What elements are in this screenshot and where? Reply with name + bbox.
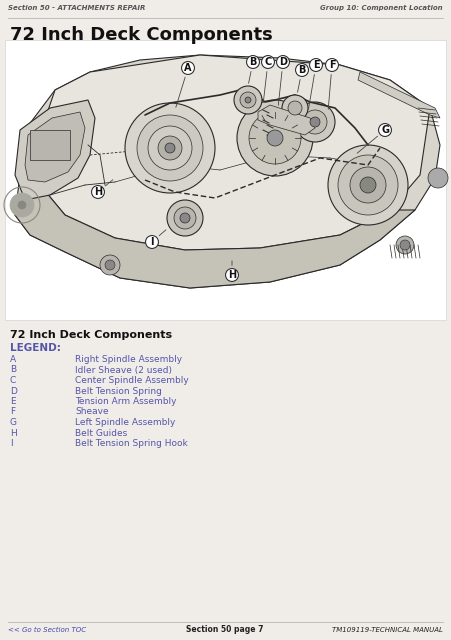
Circle shape [328, 145, 408, 225]
Text: H: H [94, 180, 113, 197]
Circle shape [240, 92, 256, 108]
Text: E: E [308, 60, 319, 109]
Text: Belt Guides: Belt Guides [75, 429, 127, 438]
Circle shape [105, 260, 115, 270]
Text: Center Spindle Assembly: Center Spindle Assembly [75, 376, 189, 385]
Text: LEGEND:: LEGEND: [10, 343, 61, 353]
Text: Belt Tension Spring Hook: Belt Tension Spring Hook [75, 439, 188, 448]
Text: Tension Arm Assembly: Tension Arm Assembly [75, 397, 176, 406]
Circle shape [396, 236, 414, 254]
Circle shape [167, 200, 203, 236]
Text: Section 50 - ATTACHMENTS REPAIR: Section 50 - ATTACHMENTS REPAIR [8, 5, 145, 11]
Circle shape [234, 86, 262, 114]
Circle shape [303, 110, 327, 134]
Text: Section 50 page 7: Section 50 page 7 [186, 625, 264, 634]
Text: << Go to Section TOC: << Go to Section TOC [8, 627, 86, 633]
Circle shape [174, 207, 196, 229]
Circle shape [310, 117, 320, 127]
Text: C: C [263, 57, 272, 102]
Circle shape [237, 100, 313, 176]
Circle shape [180, 213, 190, 223]
Text: G: G [357, 125, 389, 153]
Text: Right Spindle Assembly: Right Spindle Assembly [75, 355, 182, 364]
Text: Sheave: Sheave [75, 408, 109, 417]
Circle shape [165, 143, 175, 153]
Circle shape [125, 103, 215, 193]
Circle shape [148, 126, 192, 170]
Circle shape [267, 130, 283, 146]
Text: I: I [10, 439, 13, 448]
Polygon shape [15, 100, 95, 200]
Bar [30, 130, 70, 160]
Polygon shape [15, 185, 415, 288]
Circle shape [18, 201, 26, 209]
Text: 72 Inch Deck Components: 72 Inch Deck Components [10, 26, 273, 44]
Text: Left Spindle Assembly: Left Spindle Assembly [75, 418, 175, 427]
Circle shape [158, 136, 182, 160]
Circle shape [100, 255, 120, 275]
Circle shape [249, 112, 301, 164]
Circle shape [338, 155, 398, 215]
Polygon shape [258, 105, 315, 135]
FancyBboxPatch shape [5, 40, 446, 320]
Text: TM109119-TECHNICAL MANUAL: TM109119-TECHNICAL MANUAL [332, 627, 443, 633]
Text: F: F [10, 408, 15, 417]
Text: C: C [10, 376, 16, 385]
Polygon shape [358, 72, 440, 118]
Text: 72 Inch Deck Components: 72 Inch Deck Components [10, 330, 172, 340]
Text: B: B [298, 65, 306, 92]
Text: G: G [10, 418, 17, 427]
Polygon shape [15, 55, 440, 288]
Text: B: B [10, 365, 16, 374]
Circle shape [137, 115, 203, 181]
Circle shape [295, 102, 335, 142]
Circle shape [282, 95, 308, 121]
Circle shape [428, 168, 448, 188]
Polygon shape [38, 55, 430, 250]
Text: D: D [278, 57, 287, 105]
Text: H: H [10, 429, 17, 438]
Text: Belt Tension Spring: Belt Tension Spring [75, 387, 162, 396]
Text: B: B [249, 57, 257, 83]
Text: H: H [228, 260, 236, 280]
Text: D: D [10, 387, 17, 396]
Text: E: E [10, 397, 16, 406]
Text: Group 10: Component Location: Group 10: Component Location [320, 5, 443, 11]
Polygon shape [25, 112, 85, 182]
Circle shape [10, 193, 34, 217]
Text: A: A [10, 355, 16, 364]
Text: Idler Sheave (2 used): Idler Sheave (2 used) [75, 365, 172, 374]
Circle shape [350, 167, 386, 203]
Circle shape [400, 240, 410, 250]
Text: I: I [150, 230, 166, 247]
Circle shape [360, 177, 376, 193]
Text: A: A [176, 63, 192, 108]
Circle shape [245, 97, 251, 103]
Text: F: F [328, 60, 335, 109]
Circle shape [288, 101, 302, 115]
